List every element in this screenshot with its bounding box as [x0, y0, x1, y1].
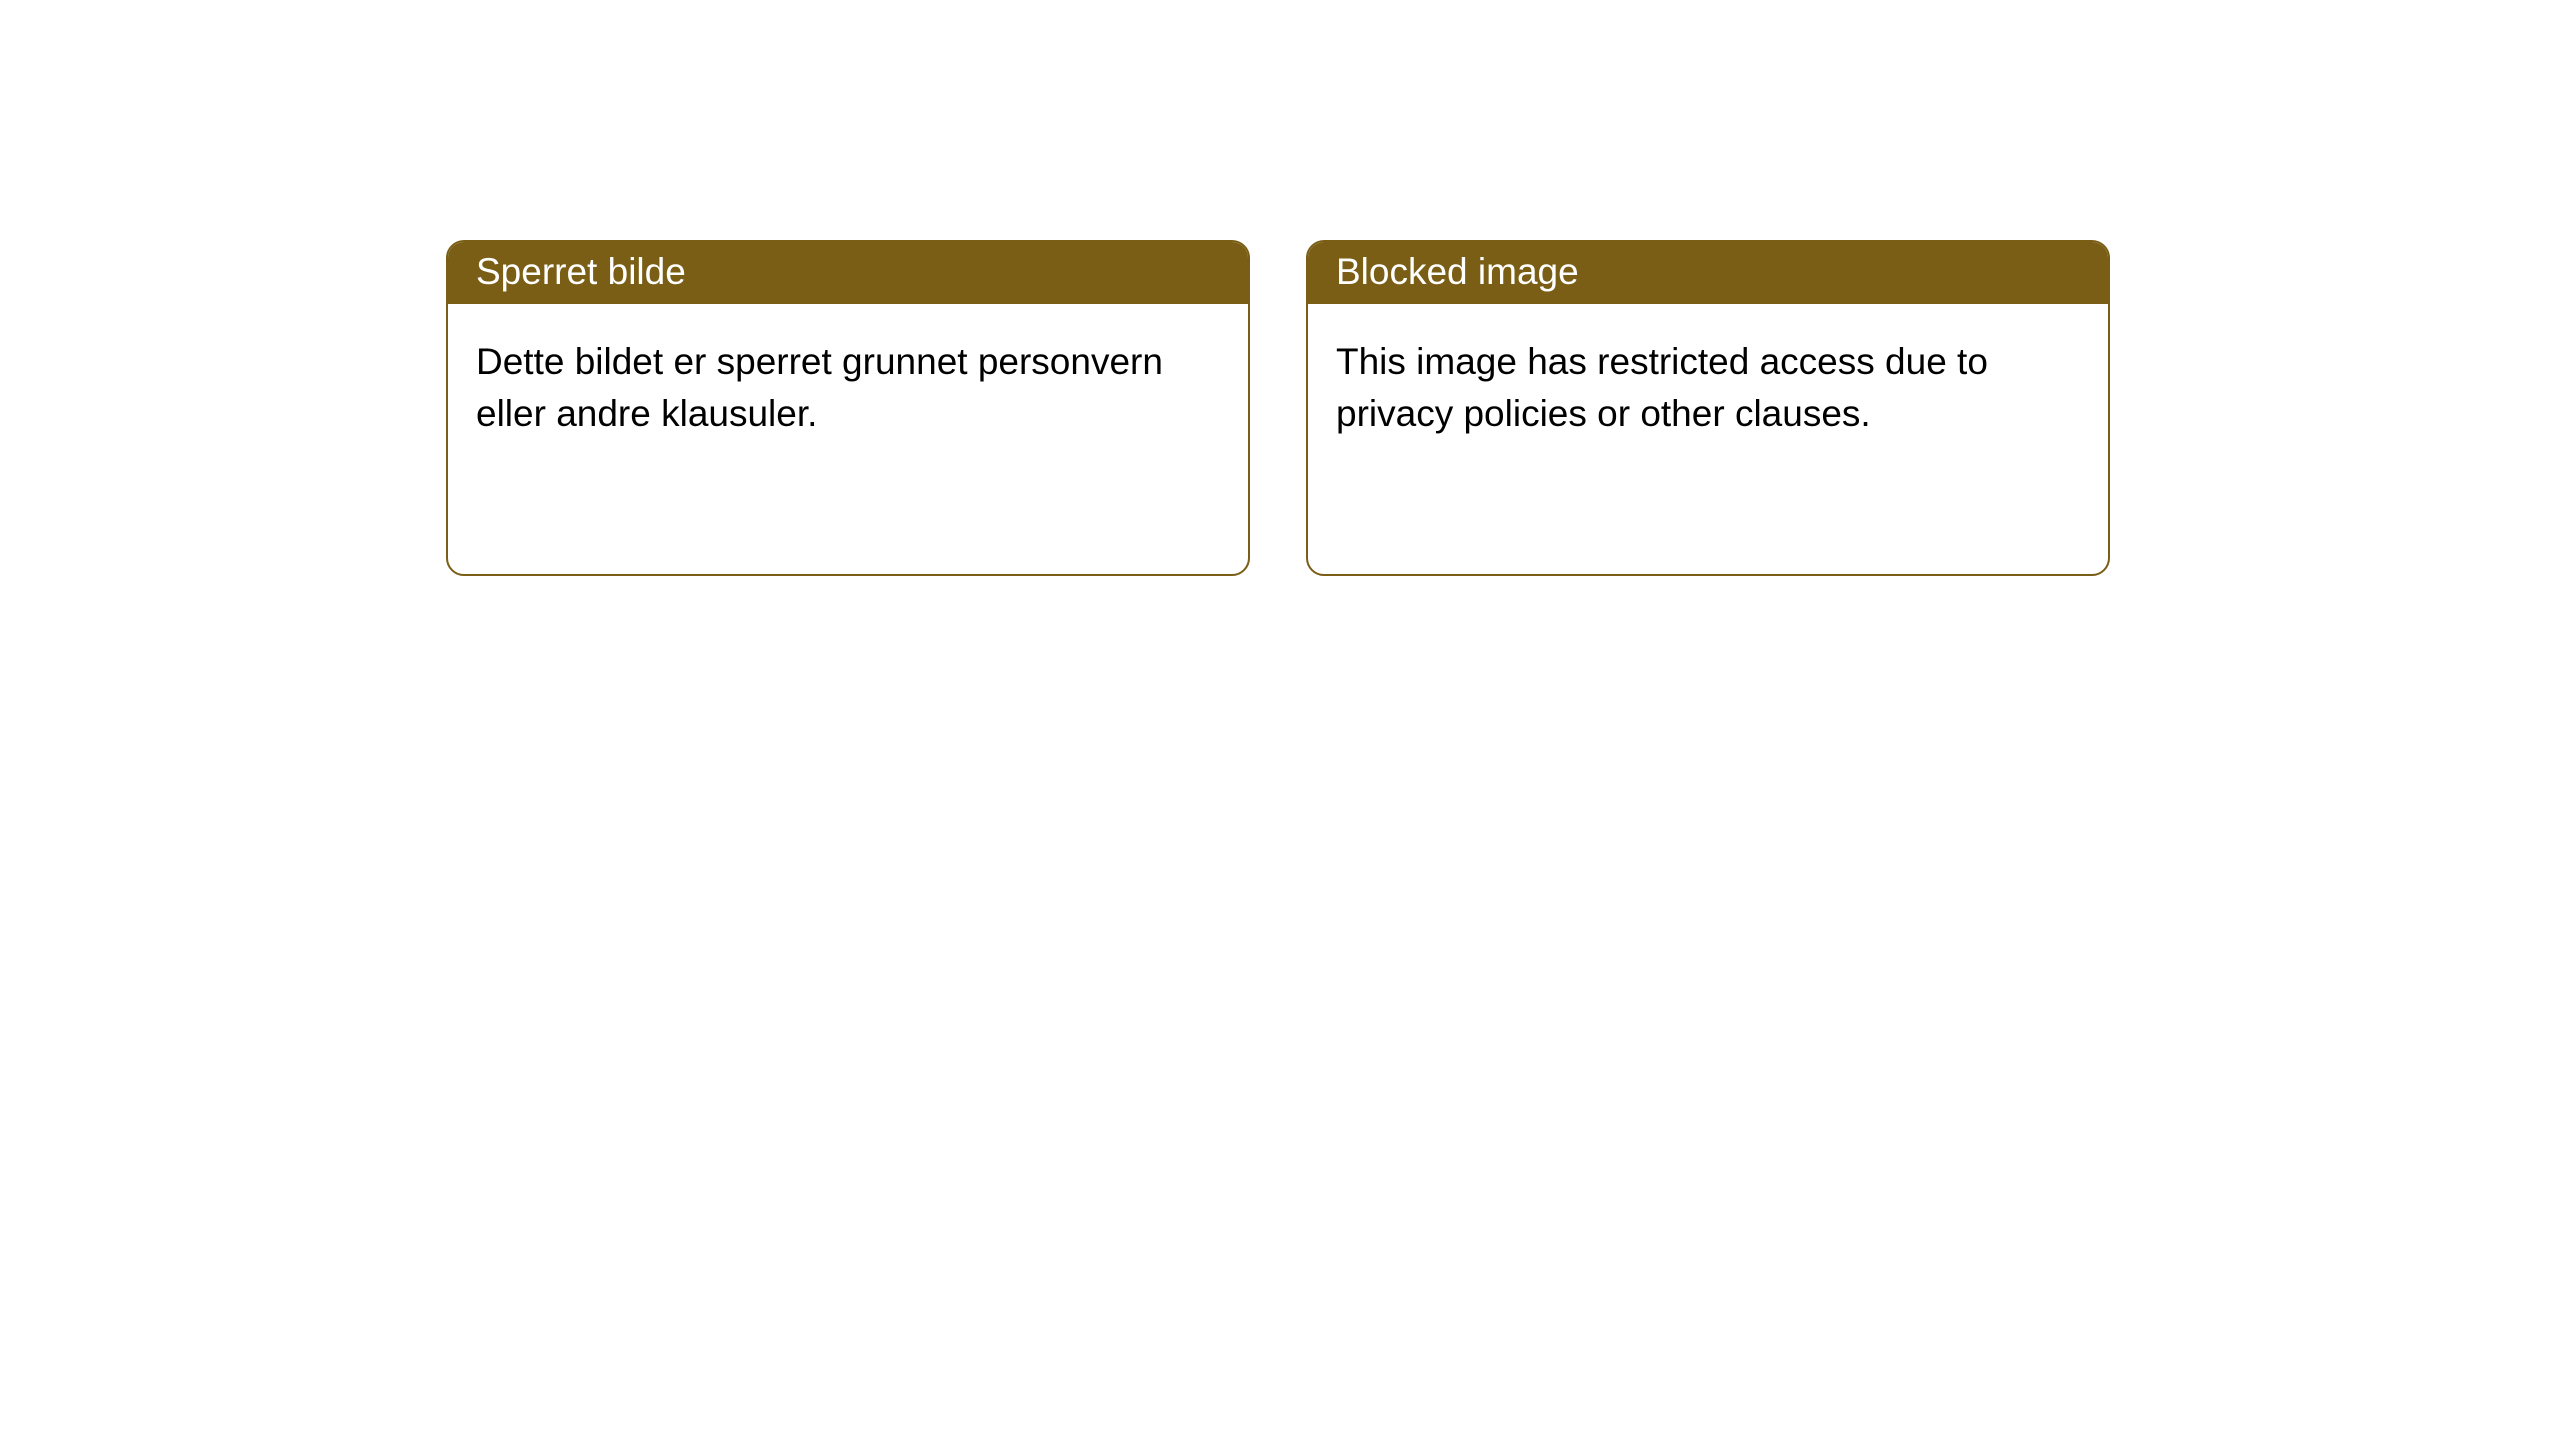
notice-body-left: Dette bildet er sperret grunnet personve… — [448, 304, 1248, 574]
notice-header-left: Sperret bilde — [448, 242, 1248, 304]
notice-container: Sperret bilde Dette bildet er sperret gr… — [0, 0, 2560, 576]
notice-body-right: This image has restricted access due to … — [1308, 304, 2108, 574]
notice-header-right: Blocked image — [1308, 242, 2108, 304]
notice-card-left: Sperret bilde Dette bildet er sperret gr… — [446, 240, 1250, 576]
notice-card-right: Blocked image This image has restricted … — [1306, 240, 2110, 576]
